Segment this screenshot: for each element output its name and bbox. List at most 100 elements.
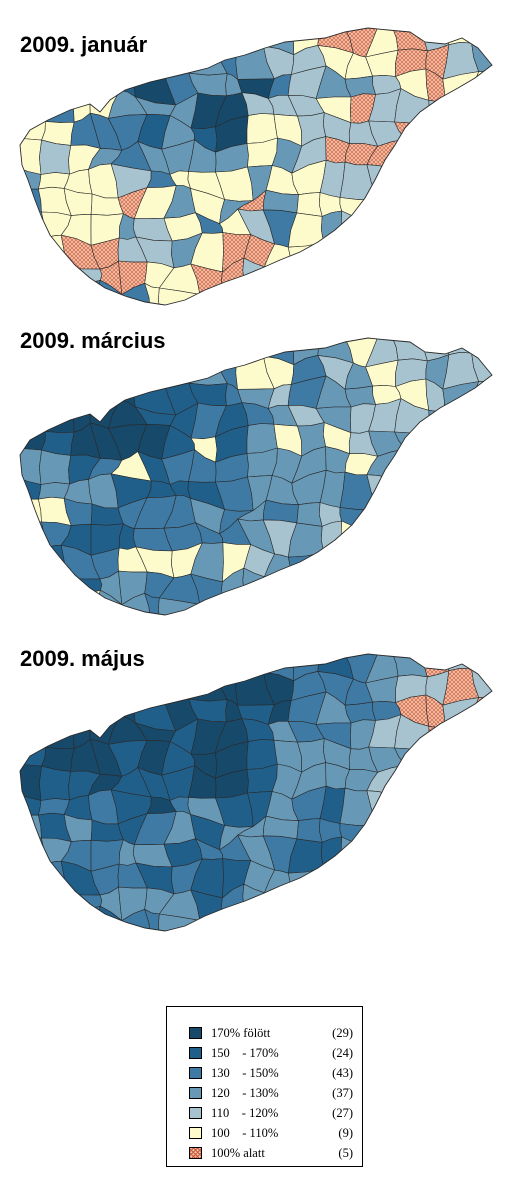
district-region xyxy=(340,836,378,874)
district-region xyxy=(394,283,432,305)
district-region xyxy=(475,811,492,840)
district-region xyxy=(20,498,42,523)
district-region xyxy=(20,915,50,931)
district-region xyxy=(423,188,451,212)
district-region xyxy=(45,719,75,749)
district-region xyxy=(465,460,492,481)
district-region xyxy=(439,769,482,802)
district-region xyxy=(20,814,42,839)
district-region xyxy=(398,814,430,852)
legend: 170% fölött (29) 150 - 170% (24) 130 - 1… xyxy=(166,1006,363,1167)
district-region xyxy=(296,192,323,217)
district-region xyxy=(20,338,50,365)
district-region xyxy=(439,795,482,826)
district-region xyxy=(20,676,43,706)
legend-label: 150 - 170% xyxy=(211,1046,279,1060)
district-region xyxy=(415,279,454,305)
legend-label: 110 - 120% xyxy=(211,1106,279,1120)
district-region xyxy=(110,654,146,679)
district-region xyxy=(42,690,74,728)
district-region xyxy=(32,265,67,293)
district-region xyxy=(20,289,50,305)
district-region xyxy=(320,520,344,558)
district-region xyxy=(188,669,228,702)
district-region xyxy=(20,137,42,175)
legend-label: 130 - 150% xyxy=(211,1066,279,1080)
district-region xyxy=(414,453,454,486)
legend-swatch xyxy=(189,1087,202,1099)
district-region xyxy=(446,234,478,273)
district-region xyxy=(244,908,275,931)
district-region xyxy=(42,374,74,412)
district-region xyxy=(442,338,481,356)
district-region xyxy=(471,542,492,582)
district-region xyxy=(468,715,492,753)
legend-count: (9) xyxy=(338,1126,353,1140)
district-region xyxy=(236,338,279,357)
map-title-january: 2009. január xyxy=(20,32,148,57)
district-region xyxy=(95,338,115,364)
legend-item-below-100: 100% alatt (5) xyxy=(189,1146,359,1160)
district-region xyxy=(325,257,345,289)
district-region xyxy=(397,208,430,249)
district-region xyxy=(471,232,492,272)
map-title-may: 2009. május xyxy=(20,646,145,671)
district-region xyxy=(20,719,49,751)
district-region xyxy=(133,350,173,391)
district-region xyxy=(390,163,425,194)
district-region xyxy=(338,280,379,305)
district-region xyxy=(415,260,454,285)
district-region xyxy=(468,399,492,437)
district-region xyxy=(59,666,101,694)
district-region xyxy=(415,589,454,615)
district-region xyxy=(112,667,146,707)
district-region xyxy=(96,666,124,694)
district-region xyxy=(414,860,453,899)
district-region xyxy=(471,858,492,898)
district-region xyxy=(37,654,70,677)
district-region xyxy=(133,666,173,707)
district-region xyxy=(373,849,400,874)
district-region xyxy=(264,262,298,293)
choropleth-map-may xyxy=(19,653,493,932)
district-region xyxy=(296,502,323,527)
district-region xyxy=(471,209,492,245)
district-region xyxy=(316,282,349,305)
district-region xyxy=(477,167,492,198)
district-region xyxy=(425,725,451,754)
district-region xyxy=(398,188,430,226)
district-region xyxy=(61,279,101,305)
district-region xyxy=(246,739,278,770)
choropleth-map-march xyxy=(19,337,493,616)
district-region xyxy=(415,570,454,595)
district-region xyxy=(32,575,67,603)
legend-swatch-hatched xyxy=(189,1147,202,1159)
district-region xyxy=(397,570,428,598)
district-region xyxy=(290,572,330,594)
district-region xyxy=(372,866,400,891)
district-region xyxy=(417,119,454,152)
district-region xyxy=(476,891,492,918)
district-region xyxy=(37,28,70,51)
district-region xyxy=(449,518,477,555)
district-region xyxy=(37,45,70,70)
district-region xyxy=(236,28,279,47)
district-region xyxy=(37,355,70,380)
district-region xyxy=(476,575,492,602)
district-region xyxy=(423,498,451,522)
district-region xyxy=(32,891,67,919)
district-region xyxy=(244,282,275,305)
district-region xyxy=(20,862,49,892)
district-region xyxy=(475,495,492,524)
district-region xyxy=(414,163,443,200)
district-region xyxy=(468,89,492,127)
district-region xyxy=(59,350,101,378)
district-region xyxy=(210,654,251,673)
district-region xyxy=(191,338,228,366)
district-region xyxy=(296,280,327,305)
district-region xyxy=(414,208,453,242)
legend-item-120-130: 120 - 130% (37) xyxy=(189,1086,359,1100)
district-region xyxy=(20,236,49,266)
district-region xyxy=(133,40,173,81)
district-region xyxy=(20,188,42,213)
